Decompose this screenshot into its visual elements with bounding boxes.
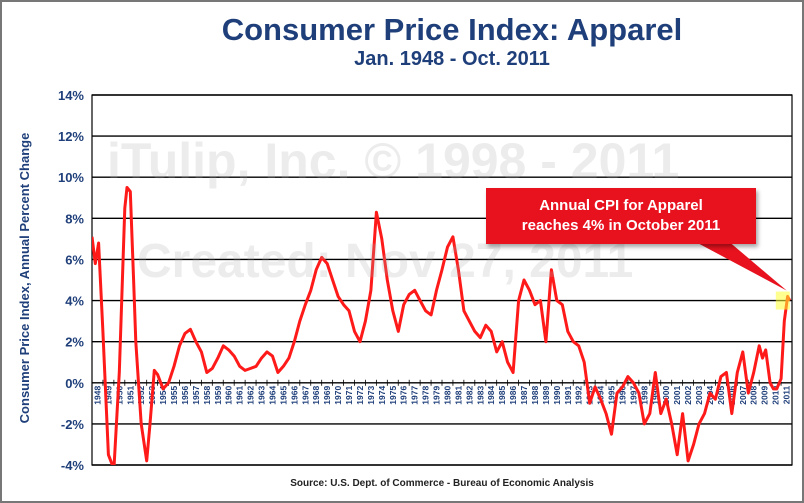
x-tick-label: 1959 [213, 386, 223, 405]
x-tick-label: 1994 [596, 386, 606, 405]
x-tick-label: 1954 [158, 386, 168, 405]
x-tick-label: 1967 [300, 386, 310, 405]
x-tick-label: 1982 [464, 386, 474, 405]
annotation-line-2: reaches 4% in October 2011 [521, 217, 721, 234]
annotation-callout: Annual CPI for Apparel reaches 4% in Oct… [486, 188, 756, 244]
x-tick-label: 1986 [508, 386, 518, 405]
x-tick-label: 2007 [738, 386, 748, 405]
y-tick-label: 14% [58, 88, 84, 103]
x-tick-label: 1997 [628, 386, 638, 405]
callout-arrow [692, 240, 787, 291]
x-tick-label: 1955 [169, 386, 179, 405]
x-tick-label: 1972 [355, 386, 365, 405]
series-line [92, 186, 792, 465]
x-tick-label: 1957 [191, 386, 201, 405]
x-tick-label: 1948 [92, 386, 102, 405]
gridlines [91, 94, 793, 466]
x-tick-label: 2008 [749, 386, 759, 405]
x-axis: 1948 1949 1950 1951 1952 1953 1954 1955 1956 1957… [91, 379, 792, 405]
x-tick-label: 1958 [202, 386, 212, 405]
x-tick-label: 1999 [650, 386, 660, 405]
chart-title: Consumer Price Index: Apparel [221, 12, 683, 47]
x-tick-label: 1992 [574, 386, 584, 405]
y-tick-label: 0% [65, 376, 84, 391]
x-tick-label: 1988 [530, 386, 540, 405]
y-axis-label: Consumer Price Index, Annual Percent Cha… [17, 133, 32, 424]
x-tick-label: 1991 [563, 386, 573, 405]
x-tick-label: 1961 [235, 386, 245, 405]
x-tick-label: 1975 [388, 386, 398, 405]
x-tick-label: 1977 [410, 386, 420, 405]
x-tick-label: 1973 [366, 386, 376, 405]
x-tick-label: 1970 [333, 386, 343, 405]
x-tick-label: 1996 [617, 386, 627, 405]
x-tick-label: 1966 [289, 386, 299, 405]
source-note: Source: U.S. Dept. of Commerce - Bureau … [290, 478, 594, 489]
y-axis: -4% -2% 0% 2% 4% 6% 8% 10% 12% 14% [58, 88, 84, 473]
x-tick-label: 1990 [552, 386, 562, 405]
x-tick-label: 2009 [760, 386, 770, 405]
x-tick-label: 1965 [278, 386, 288, 405]
annotation-line-1: Annual CPI for Apparel [539, 197, 703, 214]
x-tick-label: 2001 [672, 386, 682, 405]
x-tick-label: 1960 [224, 386, 234, 405]
x-tick-label: 1978 [421, 386, 431, 405]
x-tick-label: 1987 [519, 386, 529, 405]
x-tick-label: 2005 [716, 386, 726, 405]
x-tick-label: 1983 [475, 386, 485, 405]
series-group [92, 186, 792, 465]
y-tick-label: 2% [65, 335, 84, 350]
x-tick-label: 1952 [136, 386, 146, 405]
x-tick-label: 1989 [541, 386, 551, 405]
x-tick-label: 1984 [486, 386, 496, 405]
y-tick-label: 10% [58, 170, 84, 185]
x-tick-label: 1969 [322, 386, 332, 405]
x-tick-label: 2000 [661, 386, 671, 405]
plot-area-border [91, 94, 793, 466]
callout-pointer [692, 240, 790, 310]
x-tick-label: 1963 [257, 386, 267, 405]
x-tick-label: 1981 [453, 386, 463, 405]
x-tick-label: 1974 [377, 386, 387, 405]
x-tick-label: 1968 [311, 386, 321, 405]
y-tick-label: 4% [65, 294, 84, 309]
x-tick-label: 1962 [246, 386, 256, 405]
x-tick-label: 1971 [344, 386, 354, 405]
y-tick-label: 12% [58, 129, 84, 144]
x-tick-label: 1956 [180, 386, 190, 405]
x-tick-label: 2002 [683, 386, 693, 405]
x-tick-label: 1976 [399, 386, 409, 405]
x-tick-label: 2006 [727, 386, 737, 405]
x-tick-label: 1995 [607, 386, 617, 405]
chart-subtitle: Jan. 1948 - Oct. 2011 [354, 48, 550, 70]
x-tick-label: 2010 [771, 386, 781, 405]
x-tick-label: 1964 [267, 386, 277, 405]
x-tick-label: 2011 [782, 386, 792, 405]
y-tick-label: 8% [65, 211, 84, 226]
y-tick-label: -2% [61, 417, 85, 432]
highlight-box [775, 291, 790, 310]
x-tick-label: 2003 [694, 386, 704, 405]
x-tick-label: 1979 [432, 386, 442, 405]
x-tick-label: 1998 [639, 386, 649, 405]
x-tick-label: 1949 [103, 386, 113, 405]
x-tick-label: 1951 [125, 386, 135, 405]
x-tick-label: 1985 [497, 386, 507, 405]
y-tick-label: 6% [65, 252, 84, 267]
y-tick-label: -4% [61, 458, 85, 473]
x-tick-label: 1980 [442, 386, 452, 405]
